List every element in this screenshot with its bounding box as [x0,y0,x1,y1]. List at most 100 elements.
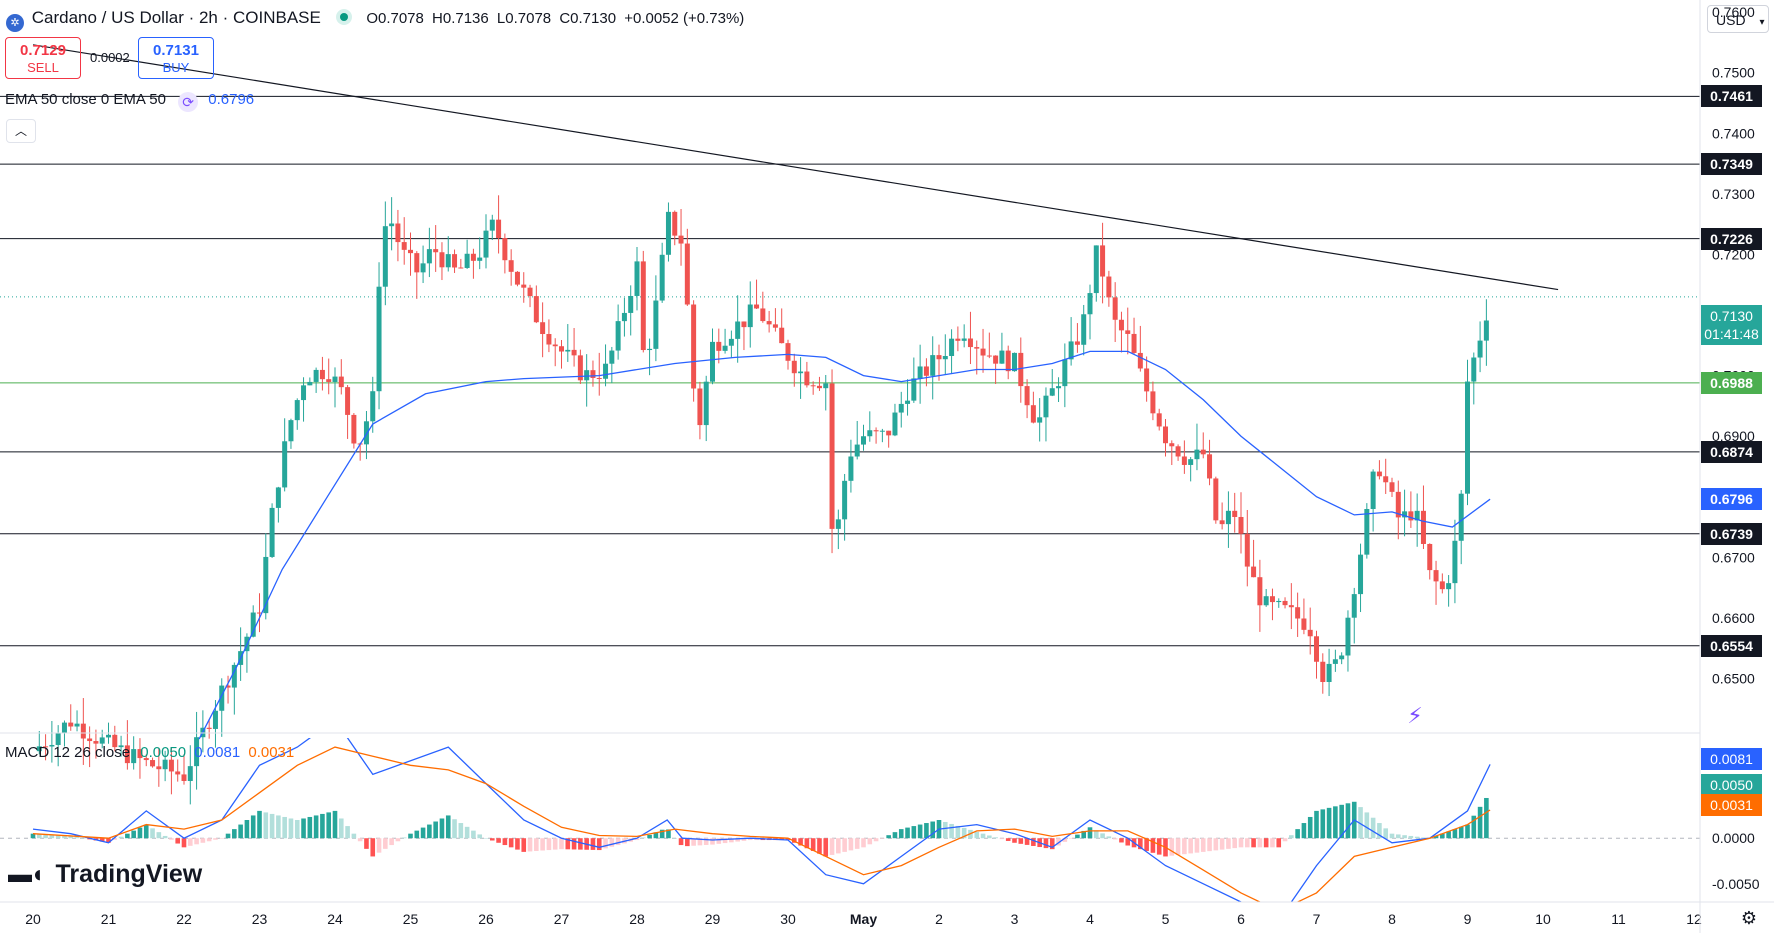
ema-legend-value: 0.6796 [208,91,255,108]
ema-legend[interactable]: EMA 50 close 0 EMA 50 ⟳ 0.6796 [5,91,254,112]
macd-hist-tag: 0.0050 [1701,774,1762,796]
flash-icon[interactable]: ⚡ [1407,703,1423,728]
macd-histogram-bar [534,838,539,851]
macd-histogram-bar [565,838,571,850]
macd-histogram-bar [1226,838,1231,849]
symbol-title[interactable]: Cardano / US Dollar · 2h · COINBASE [31,8,321,27]
macd-histogram-bar [999,838,1005,840]
macd-tick-label: 0.0000 [1712,830,1755,846]
macd-histogram-bar [1056,838,1061,846]
bearish-candle [521,284,527,288]
bearish-candle [754,304,760,309]
macd-histogram-bar [1440,833,1445,839]
bullish-candle [49,744,55,747]
macd-value: 0.0081 [194,744,241,761]
bearish-candle [1112,297,1118,320]
macd-histogram-bar [1320,809,1326,839]
macd-histogram-bar [43,834,48,839]
macd-histogram-bar [653,832,659,839]
macd-histogram-bar [647,834,652,839]
macd-histogram-bar [313,815,319,839]
macd-histogram-bar [36,834,42,839]
macd-histogram-bar [269,813,275,839]
date-tick-label: 11 [1611,911,1626,927]
macd-histogram-bar [747,838,753,841]
macd-histogram-bar [540,838,545,851]
macd-histogram-bar [351,833,357,839]
macd-histogram-bar [508,838,514,848]
bearish-candle [552,344,558,347]
macd-histogram-bar [596,838,602,851]
bullish-candle [823,383,829,389]
price-tick-label: 0.6700 [1712,549,1755,565]
bearish-candle [923,366,929,376]
macd-histogram-bar [1150,838,1156,853]
macd-histogram-bar [836,838,841,854]
bearish-candle [68,722,74,727]
date-tick-label: 23 [252,911,268,927]
macd-histogram-bar [263,812,269,839]
bearish-candle [1420,510,1426,544]
bearish-candle [596,377,602,379]
bullish-candle [131,749,137,764]
bullish-candle [212,710,218,729]
ohlc-close: C0.7130 [559,10,617,27]
macd-hist-value: 0.0050 [140,744,187,761]
date-tick-label: 12 [1686,911,1702,927]
macd-histogram-bar [219,838,225,839]
collapse-legend-button[interactable]: ︿ [6,119,36,143]
macd-histogram-bar [987,835,992,839]
buy-button[interactable]: 0.7131 BUY [138,37,214,79]
bullish-candle [307,381,313,386]
spread-value: 0.0002 [90,50,130,65]
bearish-candle [1238,516,1244,534]
current-price: 0.7130 [1710,308,1753,324]
sell-button[interactable]: 0.7129 SELL [5,37,81,79]
tradingview-logo[interactable]: ▬◖ TradingView [8,860,202,889]
macd-histogram-bar [99,838,105,842]
bearish-candle [137,749,143,759]
macd-histogram-bar [62,835,67,839]
macd-histogram-bar [250,815,256,839]
settings-gear-icon[interactable]: ⚙ [1740,908,1758,928]
macd-histogram-bar [571,838,577,850]
bullish-candle [942,355,948,360]
bullish-candle [483,230,489,258]
macd-histogram-bar [854,838,860,849]
macd-histogram-bar [458,823,464,839]
macd-histogram-bar [496,838,501,843]
macd-histogram-bar [452,819,457,839]
bullish-candle [1370,471,1376,510]
bearish-candle [540,322,546,335]
bearish-candle [672,211,678,236]
bullish-candle [1414,510,1420,521]
macd-histogram-bar [1087,827,1093,839]
macd-histogram-bar [798,838,803,846]
macd-histogram-bar [1333,806,1338,839]
bearish-candle [225,685,231,688]
date-tick-label: 8 [1388,911,1396,927]
macd-histogram-bar [81,838,86,839]
macd-histogram-bar [30,833,36,839]
macd-histogram-bar [880,838,885,839]
macd-histogram-bar [735,838,740,842]
ohlc-low: L0.7078 [496,10,552,27]
bullish-candle [747,304,753,328]
macd-histogram-bar [376,838,382,853]
bar-countdown: 01:41:48 [1704,326,1759,342]
macd-histogram-bar [1169,838,1175,856]
date-tick-label: May [850,911,877,927]
macd-histogram-bar [1156,838,1162,855]
sell-label: SELL [27,60,59,75]
macd-histogram-bar [345,826,350,839]
macd-histogram-bar [911,826,917,839]
macd-legend[interactable]: MACD 12 26 close 0.0050 0.0081 0.0031 [5,744,294,761]
macd-histogram-bar [578,838,583,850]
macd-histogram-bar [433,821,438,839]
macd-histogram-bar [282,816,287,839]
bearish-candle [697,388,703,426]
macd-histogram-bar [1433,835,1439,839]
currency-selector[interactable]: USD ▾ [1707,5,1769,33]
bearish-candle [496,219,502,239]
